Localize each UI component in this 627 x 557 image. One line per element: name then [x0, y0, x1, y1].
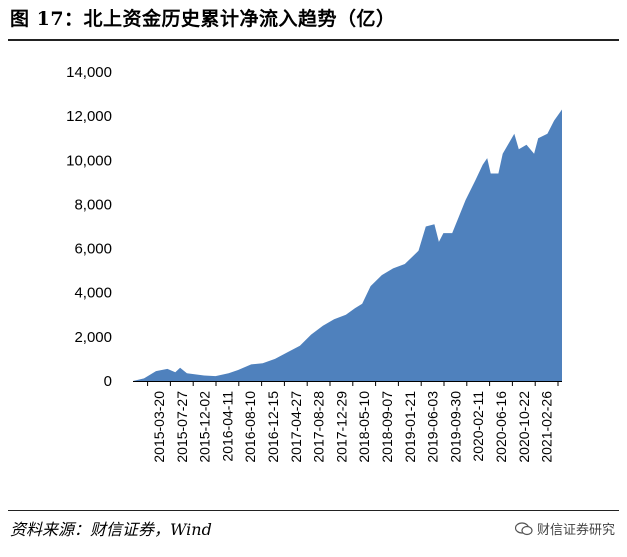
- x-tick-label: 2016-12-15: [265, 391, 281, 463]
- y-tick-label: 8,000: [74, 196, 112, 213]
- x-tick-label: 2019-01-21: [402, 391, 418, 463]
- title-divider: [8, 39, 619, 41]
- y-tick-label: 6,000: [74, 241, 112, 258]
- x-tick-label: 2018-05-10: [356, 391, 372, 463]
- y-tick-label: 2,000: [74, 329, 112, 346]
- area-chart: 02,0004,0006,0008,00010,00012,00014,000 …: [66, 64, 562, 463]
- y-axis-labels: 0 2,000 4,000 6,000 8,000 10,000 12,000 14,000: [66, 64, 112, 390]
- y-tick-label: 12,000: [66, 108, 112, 125]
- x-axis-labels: 2015-03-20 2015-07-27 2015-12-02 2016-04-11…: [151, 391, 555, 463]
- x-tick-label: 2020-10-22: [516, 391, 532, 463]
- watermark: 财信证券研究: [514, 519, 615, 538]
- x-tick-label: 2019-09-30: [447, 391, 463, 463]
- x-tick-label: 2018-09-07: [379, 391, 395, 463]
- x-axis-ticks: [147, 381, 559, 386]
- x-tick-label: 2021-02-26: [539, 391, 555, 463]
- x-tick-label: 2016-04-11: [219, 391, 235, 462]
- x-tick-label: 2017-12-29: [333, 391, 349, 463]
- x-tick-label: 2015-12-02: [197, 391, 213, 463]
- y-tick-label: 0: [104, 373, 112, 390]
- x-tick-label: 2019-06-03: [425, 391, 441, 463]
- series-area: [133, 109, 562, 381]
- y-tick-label: 4,000: [74, 285, 112, 302]
- x-tick-label: 2020-02-11: [470, 391, 486, 462]
- x-tick-label: 2017-08-28: [311, 391, 327, 463]
- x-tick-label: 2015-03-20: [151, 391, 167, 463]
- wechat-icon: [514, 521, 533, 535]
- figure-title: 图 17：北上资金历史累计净流入趋势（亿）: [10, 8, 396, 30]
- x-tick-label: 2016-08-10: [242, 391, 258, 463]
- x-tick-label: 2017-04-27: [288, 391, 304, 463]
- x-tick-label: 2015-07-27: [174, 391, 190, 463]
- y-tick-label: 10,000: [66, 152, 112, 169]
- y-tick-label: 14,000: [66, 64, 112, 81]
- source-note: 资料来源：财信证券，Wind: [10, 520, 212, 539]
- watermark-text: 财信证券研究: [536, 523, 615, 538]
- x-tick-label: 2020-06-16: [493, 391, 509, 463]
- source-divider: [8, 510, 619, 511]
